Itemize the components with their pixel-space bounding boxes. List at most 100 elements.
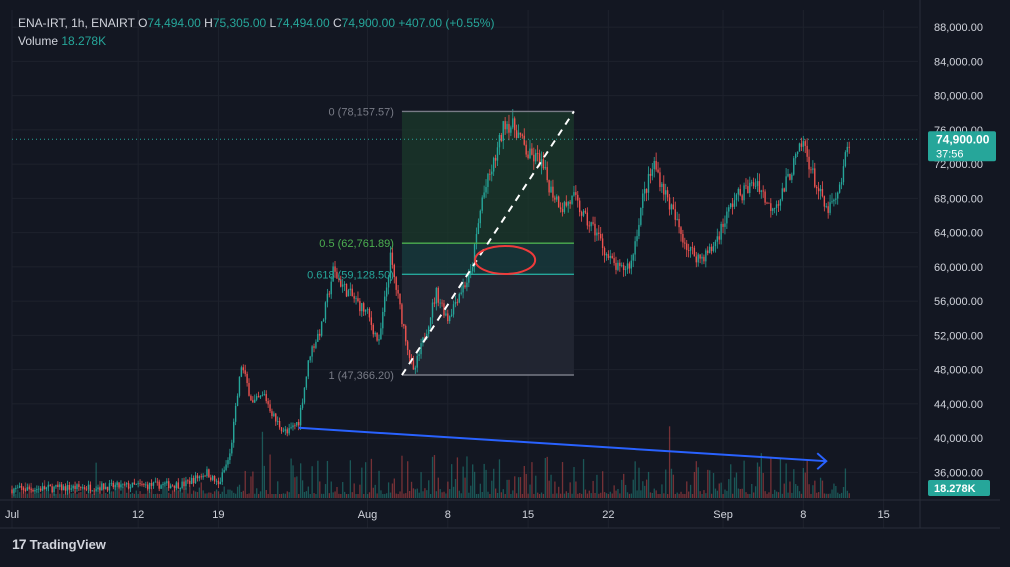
tradingview-branding[interactable]: 17 TradingView <box>12 536 106 552</box>
candle-body <box>43 486 46 490</box>
volume-bar <box>473 471 476 498</box>
candle-body <box>18 485 21 488</box>
arrow-head-icon <box>816 452 828 470</box>
volume-bar <box>429 493 432 498</box>
candle-body <box>190 477 193 484</box>
volume-bar <box>248 493 250 498</box>
candle-body <box>735 194 738 201</box>
candle-body <box>129 487 132 489</box>
volume-bar <box>412 488 415 498</box>
candle-body <box>535 153 537 162</box>
volume-bar <box>538 493 541 498</box>
candle-body <box>227 460 229 465</box>
candle-body <box>642 193 644 208</box>
candle-body <box>166 481 168 484</box>
candle-body <box>632 254 634 261</box>
candle-body <box>473 244 476 267</box>
volume-bar <box>630 493 632 498</box>
volume-bar <box>74 490 76 498</box>
candle-body <box>840 182 843 185</box>
time-tick-label: Jul <box>5 509 19 521</box>
volume-bar <box>208 492 210 498</box>
volume-bar <box>644 485 646 498</box>
candle-body <box>152 482 155 486</box>
candle-body <box>248 383 250 396</box>
candle-body <box>475 234 478 245</box>
candle-body <box>466 282 468 288</box>
candle-body <box>420 343 422 355</box>
volume-bar <box>517 477 520 498</box>
candle-body <box>108 483 111 491</box>
candle-body <box>265 394 267 402</box>
volume-bar <box>150 488 153 498</box>
candle-body <box>181 481 183 489</box>
ohlc-line: ENA-IRT, 1h, ENAIRT O74,494.00 H75,305.0… <box>18 14 494 32</box>
volume-bar <box>531 462 533 498</box>
candle-body <box>561 208 564 213</box>
candle-body <box>791 174 793 180</box>
volume-bar <box>22 493 25 498</box>
time-tick-label: Sep <box>713 509 733 521</box>
volume-bar <box>288 492 290 498</box>
volume-bar <box>806 459 808 498</box>
volume-bar <box>126 492 128 498</box>
candle-body <box>349 288 352 291</box>
candle-body <box>829 202 831 213</box>
time-tick-label: 8 <box>800 509 806 521</box>
candle-body <box>611 255 613 259</box>
symbol-label[interactable]: ENA-IRT, 1h, ENAIRT <box>18 16 135 30</box>
candle-body <box>242 367 244 371</box>
candle-body <box>626 263 629 270</box>
candle-body <box>97 487 99 490</box>
candle-body <box>234 405 237 422</box>
volume-bar <box>261 431 264 498</box>
volume-bar <box>628 493 631 498</box>
volume-bar <box>487 491 489 498</box>
candle-body <box>311 346 313 357</box>
volume-bar <box>175 483 178 498</box>
volume-bar <box>582 459 585 498</box>
candle-body <box>301 402 304 408</box>
volume-bar <box>240 491 243 498</box>
volume-bar <box>187 493 189 498</box>
volume-bar <box>382 493 384 498</box>
volume-bar <box>645 479 648 498</box>
volume-bar <box>124 484 126 498</box>
volume-bar <box>143 493 145 498</box>
volume-bar <box>418 492 420 498</box>
volume-bar <box>496 492 499 498</box>
candle-body <box>749 182 751 193</box>
candle-body <box>777 204 780 206</box>
volume-bar <box>739 489 741 498</box>
volume-bar <box>428 480 430 498</box>
candle-body <box>720 223 722 240</box>
candle-body <box>303 387 306 403</box>
volume-bar <box>510 493 512 498</box>
volume-bar <box>217 491 220 498</box>
volume-bar <box>619 493 621 498</box>
candle-body <box>378 339 380 341</box>
candle-body <box>536 153 539 154</box>
volume-bar <box>80 492 82 498</box>
candle-body <box>290 427 292 429</box>
price-tick-label: 60,000.00 <box>934 262 983 274</box>
volume-bar <box>61 487 63 498</box>
volume-bar <box>368 492 371 498</box>
bar-countdown: 37:56 <box>936 148 964 160</box>
candle-body <box>30 488 32 490</box>
volume-bar <box>441 492 443 498</box>
time-tick-label: 15 <box>877 509 889 521</box>
volume-bar <box>491 480 493 498</box>
candle-body <box>445 313 447 316</box>
volume-bar <box>848 493 850 498</box>
volume-bar <box>342 482 344 498</box>
volume-label[interactable]: Volume <box>18 34 59 48</box>
price-tick-label: 88,000.00 <box>934 22 983 34</box>
volume-bar <box>221 491 223 498</box>
volume-bar <box>263 465 266 498</box>
candle-body <box>502 121 504 142</box>
volume-bar <box>424 488 426 498</box>
candle-body <box>804 141 806 146</box>
